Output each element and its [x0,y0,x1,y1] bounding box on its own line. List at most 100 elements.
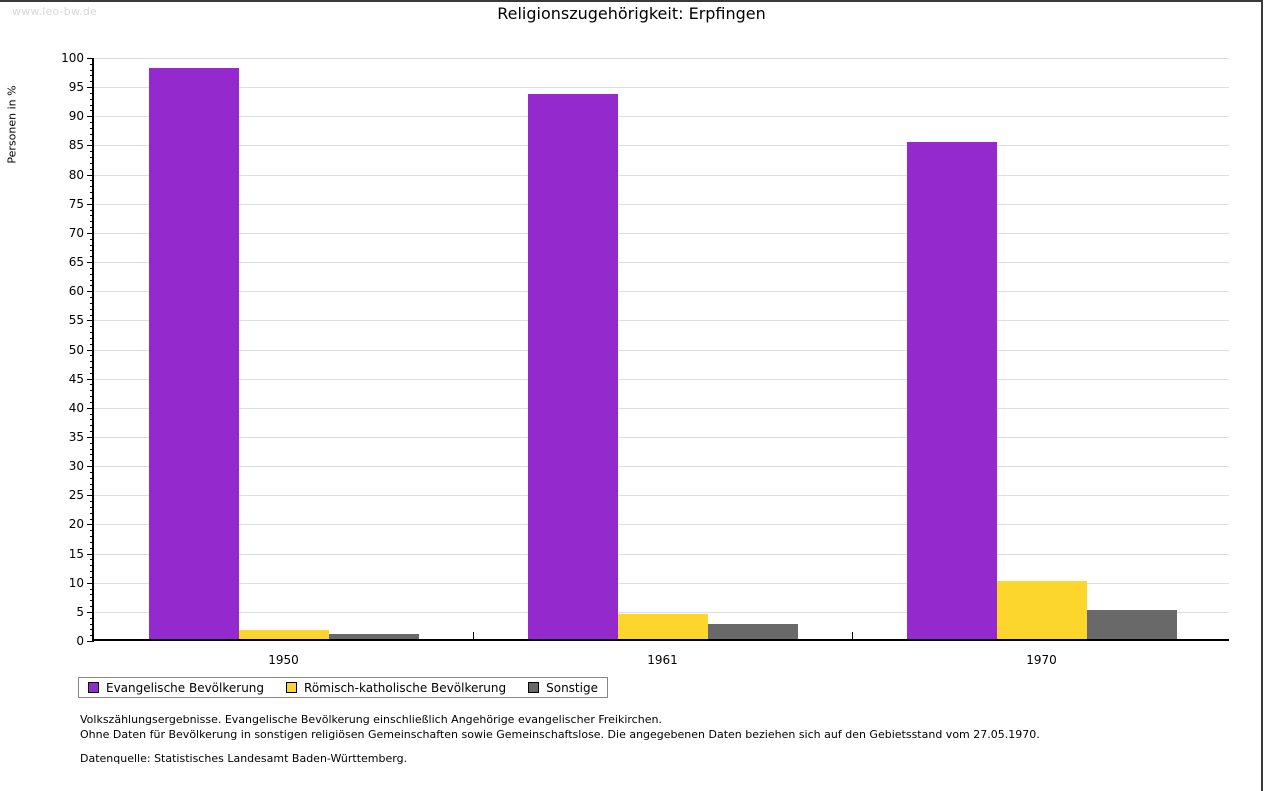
x-tick-mark [852,632,853,641]
gridline [94,466,1229,468]
y-tick-minor [90,471,94,473]
gridline [94,87,1229,89]
y-tick-label: 15 [68,546,84,561]
legend-swatch-icon [88,682,99,693]
y-tick-minor [90,326,94,328]
legend-swatch-icon [286,682,298,693]
gridline [94,291,1229,293]
y-tick-minor [90,168,94,170]
y-tick-minor [90,180,94,182]
y-tick-minor [90,489,94,491]
legend-item-0[interactable]: Evangelische Bevölkerung [88,681,264,695]
bar-1970-series-2[interactable] [1086,609,1177,639]
bar-1950-series-0[interactable] [148,67,239,639]
y-tick-major [87,495,94,497]
y-tick-minor [90,337,94,339]
y-tick-minor [90,366,94,368]
y-tick-minor [90,594,94,596]
y-tick-minor [90,227,94,229]
y-tick-minor [90,69,94,71]
y-tick-minor [90,308,94,310]
y-tick-minor [90,506,94,508]
y-tick-label: 0 [76,634,84,648]
bar-1961-series-2[interactable] [707,624,798,639]
y-tick-label: 85 [68,138,84,153]
y-tick-minor [90,186,94,188]
gridline [94,495,1229,497]
y-tick-label: 55 [68,313,84,328]
y-tick-minor [90,518,94,520]
y-tick-minor [90,162,94,164]
gridline [94,378,1229,380]
y-tick-label: 95 [68,80,84,95]
y-tick-major [87,349,94,351]
y-tick-label: 35 [68,429,84,444]
y-tick-major [87,203,94,205]
y-tick-minor [90,332,94,333]
y-tick-minor [90,256,94,258]
y-tick-minor [90,209,94,211]
y-tick-minor [90,238,94,240]
y-tick-minor [90,133,94,135]
bar-1961-series-0[interactable] [527,94,618,639]
y-tick-minor [90,297,94,299]
y-tick-minor [90,536,94,538]
y-tick-minor [90,460,94,462]
y-tick-major [87,524,94,526]
y-tick-major [87,262,94,264]
y-tick-minor [90,157,94,159]
y-tick-minor [90,448,94,450]
y-tick-minor [90,565,94,567]
y-tick-minor [90,197,94,199]
y-tick-minor [90,635,94,637]
y-tick-minor [90,600,94,602]
y-tick-major [87,291,94,293]
y-tick-minor [90,588,94,590]
y-tick-label: 50 [68,342,84,357]
y-tick-minor [90,477,94,479]
y-tick-minor [90,483,94,485]
y-tick-minor [90,250,94,252]
legend-label: Sonstige [546,680,598,695]
page-title: Religionszugehörigkeit: Erpfingen [497,4,766,23]
y-tick-minor [90,384,94,386]
gridline [94,320,1229,322]
gridline [94,407,1229,409]
gridline [94,174,1229,176]
y-tick-major [87,87,94,89]
y-tick-minor [90,285,94,287]
bar-1961-series-1[interactable] [617,613,708,639]
bar-1970-series-0[interactable] [906,142,997,639]
y-tick-minor [90,215,94,217]
gridline [94,262,1229,264]
y-tick-minor [90,110,94,112]
bar-1970-series-1[interactable] [996,580,1087,639]
gridline [94,349,1229,351]
y-tick-minor [90,541,94,543]
frame-top-border [0,0,1263,2]
y-tick-minor [90,81,94,83]
y-tick-minor [90,617,94,619]
y-tick-label: 20 [68,517,84,532]
y-tick-minor [90,512,94,514]
y-tick-major [87,641,94,642]
y-tick-minor [90,63,94,65]
y-axis-title-label: Personen in % [5,85,19,164]
y-tick-major [87,174,94,176]
y-tick-label: 90 [68,109,84,124]
bar-1950-series-2[interactable] [328,633,419,639]
bar-1950-series-1[interactable] [238,630,329,639]
y-tick-minor [90,547,94,549]
y-tick-label: 70 [68,225,84,240]
legend-item-1[interactable]: Römisch-katholische Bevölkerung [286,681,506,695]
y-tick-label: 65 [68,255,84,270]
y-tick-minor [90,606,94,608]
y-tick-major [87,145,94,147]
y-tick-minor [90,221,94,223]
data-source: Datenquelle: Statistisches Landesamt Bad… [80,752,408,765]
legend-item-2[interactable]: Sonstige [528,681,598,695]
y-tick-minor [90,75,94,77]
y-tick-major [87,466,94,468]
y-tick-label: 60 [68,284,84,299]
frame-right-gutter [1263,0,1280,791]
